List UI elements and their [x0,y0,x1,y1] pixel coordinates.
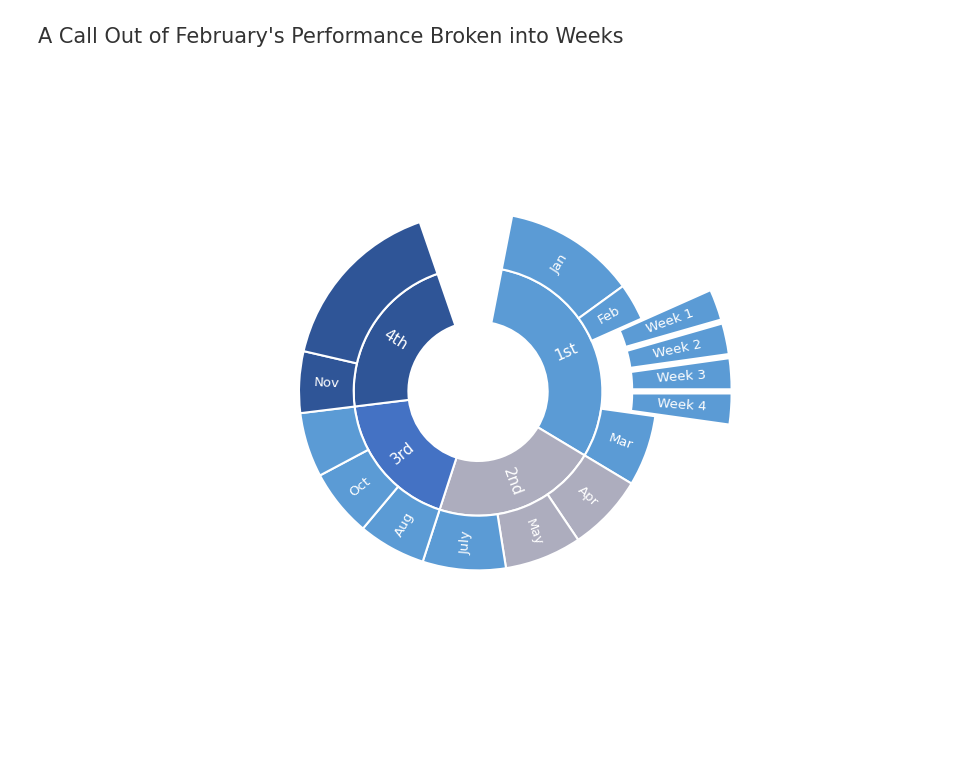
Text: Week 2: Week 2 [652,337,703,360]
Wedge shape [627,323,729,368]
Text: 2nd: 2nd [500,466,524,498]
Wedge shape [491,270,602,456]
Text: Nov: Nov [313,377,340,391]
Text: July: July [458,530,474,555]
Wedge shape [501,215,623,319]
Text: 3rd: 3rd [389,439,418,467]
Text: Jan: Jan [548,251,570,276]
Text: Week 4: Week 4 [657,398,706,414]
Wedge shape [354,274,456,407]
Text: A Call Out of February's Performance Broken into Weeks: A Call Out of February's Performance Bro… [38,27,624,47]
Wedge shape [619,290,722,347]
Text: Apr: Apr [575,483,601,508]
Wedge shape [303,222,437,363]
Text: 1st: 1st [553,340,581,363]
Wedge shape [631,394,731,425]
Wedge shape [439,427,585,515]
Text: 4th: 4th [381,327,411,353]
Wedge shape [547,456,632,540]
Text: May: May [523,518,545,548]
Text: Oct: Oct [347,474,373,499]
Wedge shape [299,351,357,413]
Wedge shape [363,487,439,562]
Text: Mar: Mar [607,432,634,453]
Wedge shape [423,510,506,570]
Wedge shape [320,449,398,529]
Text: Aug: Aug [392,509,416,539]
Text: Week 1: Week 1 [644,307,695,336]
Wedge shape [579,286,641,341]
Text: Feb: Feb [596,304,623,327]
Wedge shape [585,408,656,484]
Wedge shape [498,494,578,568]
Wedge shape [300,407,368,475]
Wedge shape [355,400,456,510]
Wedge shape [631,358,731,389]
Text: Week 3: Week 3 [657,369,706,385]
